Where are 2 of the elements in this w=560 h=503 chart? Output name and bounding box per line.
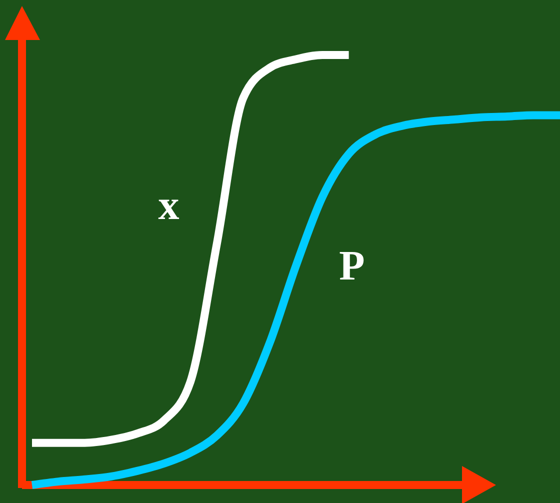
series-label: x <box>158 183 180 230</box>
series-label: P <box>339 244 365 290</box>
